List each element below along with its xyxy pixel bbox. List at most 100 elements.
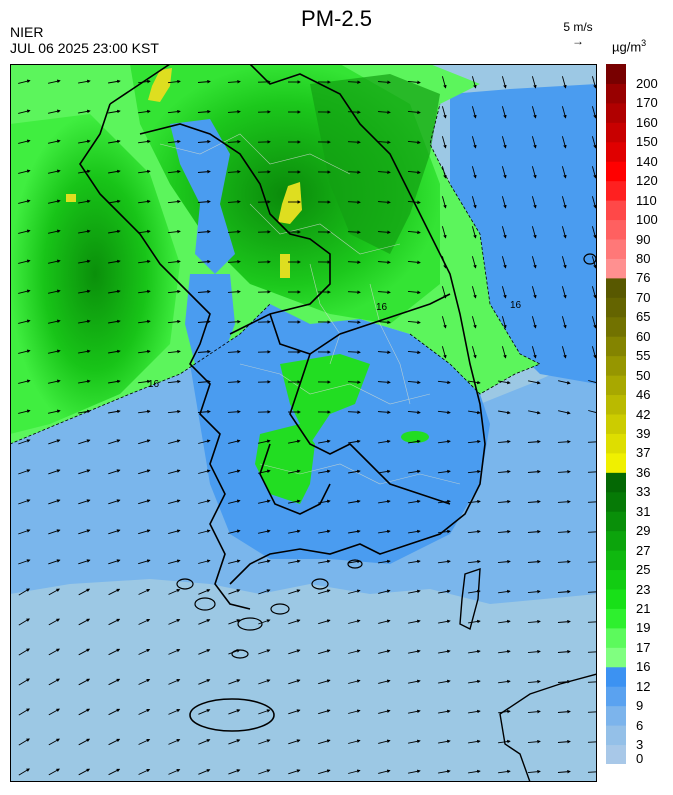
wind-arrow (441, 226, 447, 239)
wind-arrow (531, 316, 537, 329)
wind-arrow (108, 319, 121, 324)
wind-arrow (531, 166, 537, 179)
wind-arrow (348, 559, 361, 564)
wind-arrow (588, 380, 597, 385)
wind-arrow (18, 648, 30, 656)
wind-arrow (138, 739, 151, 745)
legend-band (606, 277, 626, 298)
wind-arrow (497, 499, 511, 504)
wind-arrow (78, 79, 91, 84)
wind-arrow (347, 230, 361, 234)
legend-band (606, 550, 626, 571)
wind-arrow (138, 349, 151, 354)
wind-arrow (441, 346, 447, 359)
legend-band (606, 414, 626, 434)
legend-band (606, 589, 626, 609)
wind-arrow (407, 290, 421, 295)
wind-arrow (167, 229, 181, 234)
wind-arrow (228, 739, 241, 745)
unit-exponent: 3 (641, 38, 647, 48)
wind-arrow (228, 619, 241, 625)
wind-arrow (288, 499, 301, 504)
wind-arrow (18, 618, 30, 626)
wind-arrow (198, 589, 211, 595)
wind-arrow (587, 681, 597, 683)
wind-arrow (48, 708, 60, 716)
wind-arrow (168, 769, 181, 775)
wind-arrow (318, 649, 331, 655)
wind-arrow (378, 739, 391, 744)
wind-arrow (198, 679, 211, 685)
wind-arrow (408, 769, 421, 774)
wind-arrow (78, 139, 91, 144)
wind-arrow (167, 79, 181, 84)
wind-arrow (138, 619, 151, 625)
wind-arrow (497, 469, 511, 474)
wind-arrow (48, 499, 61, 505)
wind-arrow (48, 349, 61, 354)
wind-arrow (18, 768, 30, 776)
wind-arrow (108, 708, 121, 716)
wind-arrow (498, 410, 511, 415)
wind-arrow (441, 316, 447, 329)
wind-arrow (498, 679, 511, 684)
wind-arrow (468, 709, 481, 714)
wind-arrow (198, 529, 211, 534)
wind-arrow (587, 651, 597, 653)
pm25-concentration-map: 16 16 16 (10, 64, 597, 782)
wind-arrow (407, 170, 421, 175)
wind-arrow (227, 169, 241, 174)
wind-arrow (531, 106, 537, 119)
district-boundaries (159, 133, 461, 485)
legend-tick-label: 140 (636, 153, 658, 169)
wind-arrow (167, 409, 181, 414)
wind-arrow (197, 289, 211, 294)
wind-arrow (48, 439, 61, 445)
wind-arrow (587, 501, 597, 503)
wind-arrow (48, 588, 60, 596)
wind-arrow (168, 499, 181, 505)
wind-scale-reference: 5 m/s → (556, 20, 600, 48)
wind-arrow (438, 769, 451, 774)
wind-arrow (108, 648, 121, 656)
wind-arrow (197, 379, 211, 384)
wind-arrow (197, 169, 211, 174)
wind-arrow (531, 136, 537, 149)
wind-arrow (258, 619, 271, 625)
wind-arrow (561, 136, 567, 149)
wind-arrow (108, 469, 121, 475)
wind-arrow (347, 380, 361, 384)
wind-arrow (48, 109, 61, 114)
wind-arrow (108, 289, 121, 294)
wind-arrow (471, 196, 477, 209)
wind-arrow (48, 259, 61, 264)
wind-arrow (318, 499, 331, 504)
wind-arrow (377, 350, 391, 355)
wind-arrow (108, 379, 121, 384)
wind-arrow (18, 259, 31, 264)
wind-arrow (198, 439, 211, 444)
wind-arrow (228, 499, 241, 504)
wind-arrow (78, 469, 91, 475)
wind-arrow (48, 469, 61, 475)
legend-band (606, 258, 626, 279)
wind-arrow (378, 439, 391, 444)
legend-band (606, 511, 626, 532)
wind-arrow (498, 649, 511, 654)
hotspot-west (66, 194, 76, 202)
wind-arrow (591, 106, 597, 119)
wind-arrow (227, 409, 241, 414)
wind-arrow (228, 589, 241, 595)
wind-arrow (228, 649, 241, 655)
coastline-boundaries (79, 64, 486, 610)
legend-band (606, 375, 626, 396)
wind-arrow (108, 678, 121, 686)
wind-arrow (228, 469, 241, 474)
wind-arrow (347, 110, 361, 114)
wind-arrow (197, 109, 211, 114)
legend-band (606, 219, 626, 240)
wind-arrow (228, 769, 241, 775)
legend-tick-label: 42 (636, 406, 651, 422)
wind-arrow (288, 739, 301, 745)
wind-arrow (18, 559, 31, 565)
